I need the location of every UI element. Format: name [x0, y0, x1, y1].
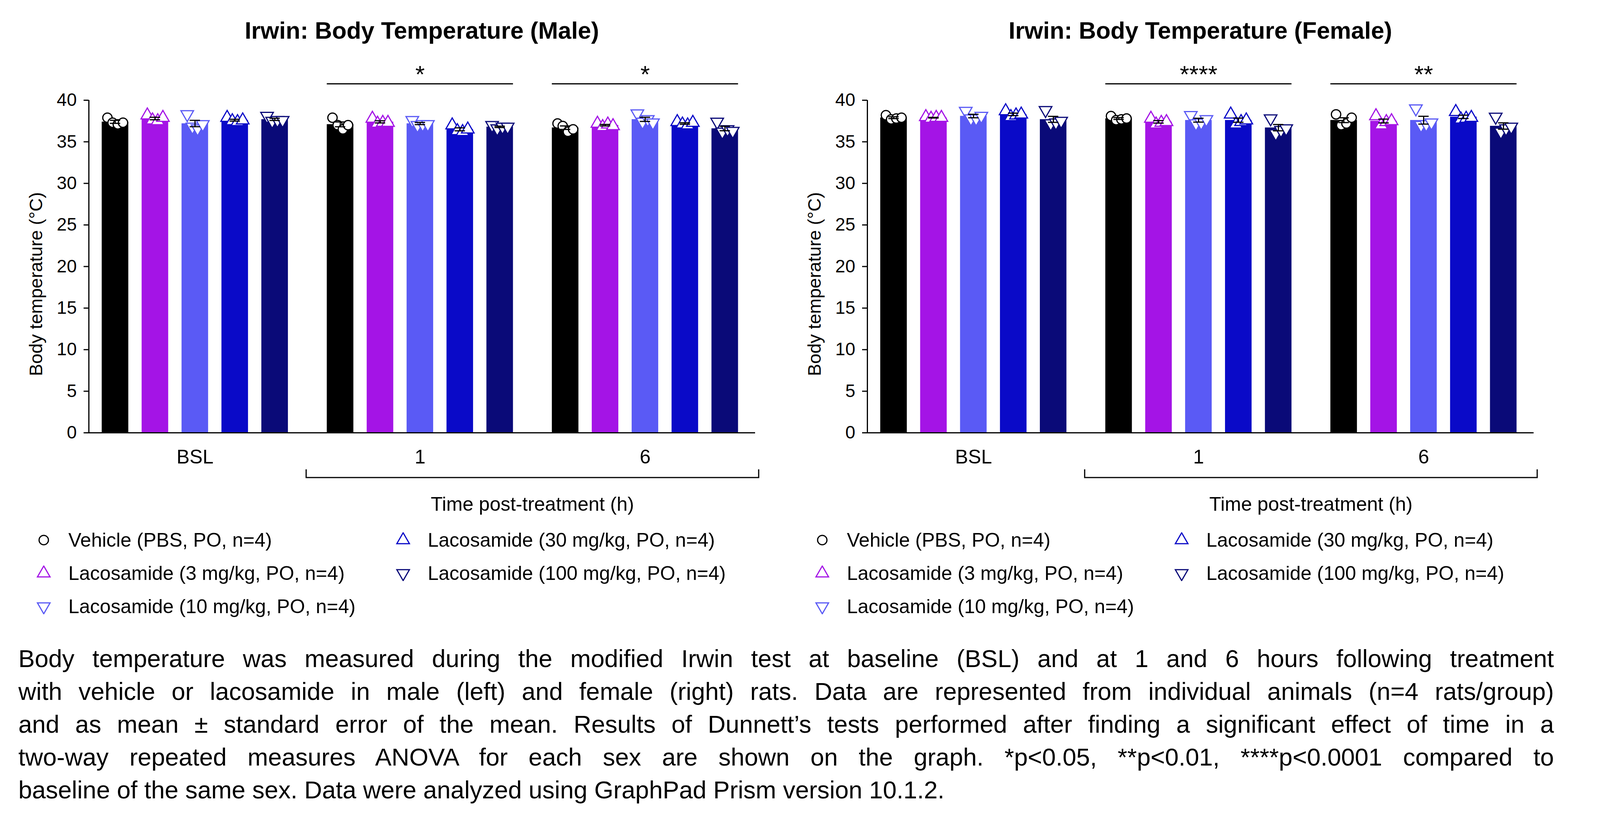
html-text:Lacosamide (100 mg/kg, PO, n=4: Lacosamide (100 mg/kg, PO, n=4)	[427, 562, 726, 584]
svg-text:30: 30	[835, 172, 856, 193]
html-text:Irwin: Body Temperature (Male): Irwin: Body Temperature (Male)	[244, 17, 600, 44]
svg-text:**: **	[1414, 60, 1433, 88]
html-text:Vehicle (PBS, PO, n=4): Vehicle (PBS, PO, n=4)	[68, 528, 272, 551]
html-text:Lacosamide (30 mg/kg, PO, n=4): Lacosamide (30 mg/kg, PO, n=4)	[427, 528, 715, 551]
svg-text:BSL: BSL	[955, 445, 993, 468]
svg-text:25: 25	[56, 214, 77, 235]
html-text:two-way repeated measures ANOV: two-way repeated measures ANOVA for each…	[18, 742, 1554, 771]
svg-text:40: 40	[56, 89, 77, 110]
html-text:with vehicle or lacosamide in: with vehicle or lacosamide in male (left…	[18, 677, 1554, 705]
svg-text:Body temperature (°C): Body temperature (°C)	[25, 192, 47, 377]
svg-text:6: 6	[1418, 445, 1430, 468]
svg-text:****: ****	[1179, 60, 1218, 88]
html-text:Body temperature was measured: Body temperature was measured during the…	[18, 644, 1554, 672]
svg-text:5: 5	[845, 380, 856, 401]
svg-text:15: 15	[835, 297, 856, 318]
html-text:Lacosamide (10 mg/kg, PO, n=4): Lacosamide (10 mg/kg, PO, n=4)	[846, 595, 1135, 618]
html-text:Irwin: Body Temperature (Femal: Irwin: Body Temperature (Female)	[1008, 17, 1393, 44]
svg-text:25: 25	[835, 214, 856, 235]
svg-text:Body temperature (°C): Body temperature (°C)	[803, 192, 825, 377]
svg-text:*: *	[415, 60, 425, 88]
svg-text:0: 0	[845, 421, 856, 443]
svg-text:0: 0	[66, 421, 77, 443]
svg-text:20: 20	[835, 255, 856, 277]
html-text:Lacosamide (10 mg/kg, PO, n=4): Lacosamide (10 mg/kg, PO, n=4)	[68, 595, 356, 618]
svg-text:1: 1	[1192, 445, 1204, 468]
html-text:Lacosamide (30 mg/kg, PO, n=4): Lacosamide (30 mg/kg, PO, n=4)	[1206, 528, 1494, 551]
svg-text:10: 10	[835, 338, 856, 359]
svg-text:*: *	[640, 60, 650, 88]
svg-text:Time post-treatment (h): Time post-treatment (h)	[1209, 492, 1413, 515]
svg-text:30: 30	[56, 172, 77, 193]
svg-text:5: 5	[66, 380, 77, 401]
svg-text:10: 10	[56, 338, 77, 359]
html-text:Lacosamide (100 mg/kg, PO, n=4: Lacosamide (100 mg/kg, PO, n=4)	[1206, 562, 1505, 584]
html-text:Vehicle (PBS, PO, n=4): Vehicle (PBS, PO, n=4)	[846, 528, 1051, 551]
html-text:Lacosamide (3 mg/kg, PO, n=4): Lacosamide (3 mg/kg, PO, n=4)	[846, 562, 1124, 584]
svg-text:1: 1	[414, 445, 426, 468]
svg-text:35: 35	[56, 131, 77, 152]
svg-text:6: 6	[639, 445, 651, 468]
svg-text:Time post-treatment (h): Time post-treatment (h)	[430, 492, 635, 515]
svg-text:BSL: BSL	[176, 445, 214, 468]
svg-text:15: 15	[56, 297, 77, 318]
svg-text:40: 40	[835, 89, 856, 110]
svg-text:35: 35	[835, 131, 856, 152]
svg-text:20: 20	[56, 255, 77, 277]
html-text:Lacosamide (3 mg/kg, PO, n=4): Lacosamide (3 mg/kg, PO, n=4)	[68, 562, 345, 584]
html-text:and as mean ± standard error o: and as mean ± standard error of the mean…	[18, 710, 1554, 738]
html-text:baseline of the same sex. Data: baseline of the same sex. Data were anal…	[18, 775, 945, 804]
